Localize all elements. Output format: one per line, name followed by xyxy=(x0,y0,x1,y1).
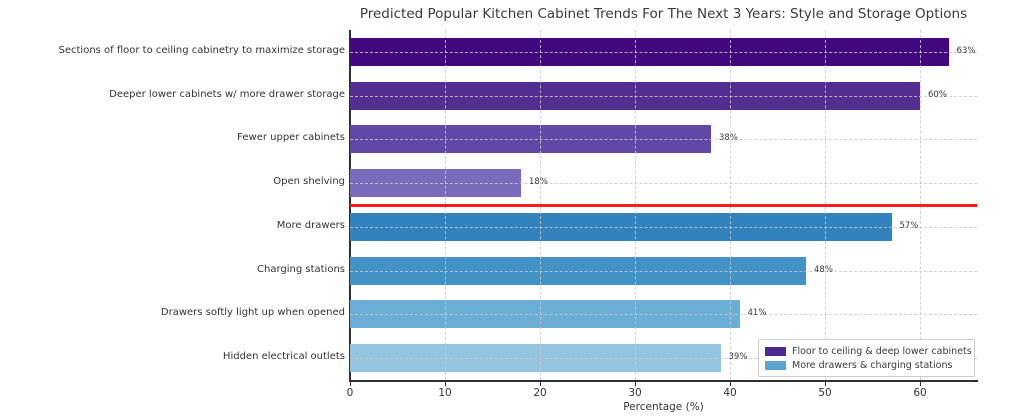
x-tick-mark xyxy=(540,382,541,386)
gridline-horizontal xyxy=(350,270,977,272)
gridline-horizontal xyxy=(350,51,977,53)
gridline-horizontal xyxy=(350,139,977,141)
category-label: More drawers xyxy=(276,219,345,231)
bar-value-label: 57% xyxy=(899,220,919,231)
legend-label: More drawers & charging stations xyxy=(792,359,953,371)
legend-swatch-purple xyxy=(765,346,786,356)
bar-value-label: 39% xyxy=(728,352,748,363)
divider-line xyxy=(350,203,977,207)
bar-value-label: 63% xyxy=(956,45,976,56)
x-tick-mark xyxy=(920,382,921,386)
x-axis-spine xyxy=(349,380,978,382)
category-label: Sections of floor to ceiling cabinetry t… xyxy=(58,44,346,56)
x-tick-mark xyxy=(825,382,826,386)
gridline-horizontal xyxy=(350,226,977,228)
plot-area: 63% 60% 38% 18% 57% 48% 41% 39% xyxy=(350,30,977,380)
legend-swatch-blue xyxy=(765,360,786,370)
gridline-horizontal xyxy=(350,358,977,360)
chart-title: Predicted Popular Kitchen Cabinet Trends… xyxy=(359,6,968,22)
x-tick-mark xyxy=(445,382,446,386)
gridline-horizontal xyxy=(350,183,977,185)
legend-label: Floor to ceiling & deep lower cabinets xyxy=(792,345,972,357)
category-label: Charging stations xyxy=(257,263,345,275)
category-label: Fewer upper cabinets xyxy=(237,132,345,144)
legend-entry: More drawers & charging stations xyxy=(765,358,967,372)
category-label: Deeper lower cabinets w/ more drawer sto… xyxy=(109,88,345,100)
x-tick-mark xyxy=(730,382,731,386)
bar-value-label: 60% xyxy=(928,89,947,100)
x-tick-label: 0 xyxy=(346,387,354,399)
gridline-horizontal xyxy=(350,95,977,97)
x-tick-label: 50 xyxy=(818,387,832,399)
bar-value-label: 41% xyxy=(747,308,767,319)
x-tick-mark xyxy=(350,382,351,386)
legend-entry: Floor to ceiling & deep lower cabinets xyxy=(765,344,972,358)
bar-value-label: 18% xyxy=(529,177,548,188)
x-tick-label: 20 xyxy=(533,387,547,399)
x-tick-label: 60 xyxy=(913,387,927,399)
x-tick-mark xyxy=(635,382,636,386)
category-label: Open shelving xyxy=(273,176,345,188)
legend: Floor to ceiling & deep lower cabinets M… xyxy=(758,339,975,377)
category-label: Hidden electrical outlets xyxy=(222,351,345,363)
bar-value-label: 48% xyxy=(814,264,833,275)
x-tick-label: 10 xyxy=(438,387,452,399)
x-tick-label: 30 xyxy=(628,387,642,399)
bar-value-label: 38% xyxy=(719,133,738,144)
gridline-horizontal xyxy=(350,314,977,316)
category-label: Drawers softly light up when opened xyxy=(160,307,345,319)
x-axis-title: Percentage (%) xyxy=(623,401,704,413)
x-tick-label: 40 xyxy=(723,387,737,399)
